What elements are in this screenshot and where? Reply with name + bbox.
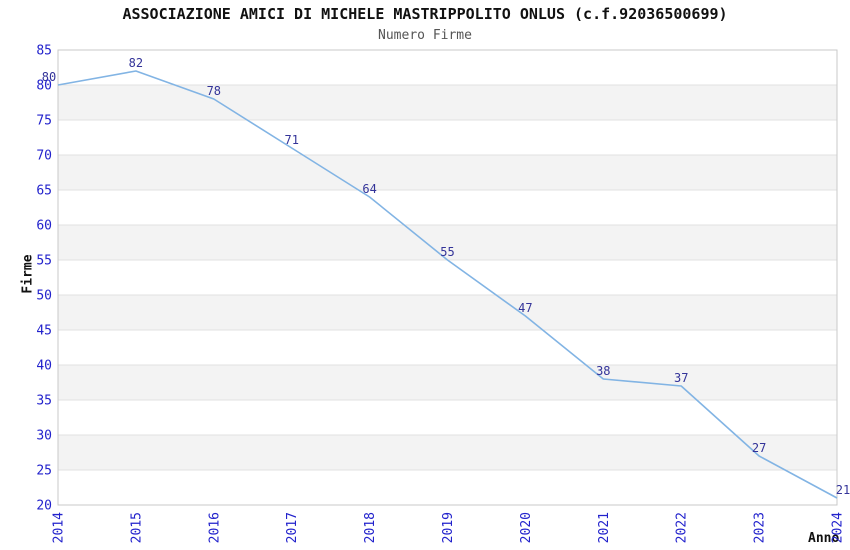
point-label: 80: [42, 70, 56, 84]
point-label: 47: [518, 301, 532, 315]
y-tick-label: 35: [36, 394, 52, 409]
y-tick-label: 40: [36, 359, 52, 374]
x-tick-label: 2014: [52, 512, 67, 543]
y-tick-label: 85: [36, 44, 52, 59]
y-tick-label: 80: [36, 79, 52, 94]
plot-band: [58, 365, 837, 400]
y-tick-label: 65: [36, 184, 52, 199]
y-tick-label: 70: [36, 149, 52, 164]
x-axis-label: Anno: [808, 531, 840, 546]
y-tick-label: 20: [36, 499, 52, 514]
x-tick-label: 2019: [441, 512, 456, 543]
point-label: 82: [129, 56, 143, 70]
point-label: 27: [752, 441, 766, 455]
plot-band: [58, 295, 837, 330]
y-tick-label: 60: [36, 219, 52, 234]
data-line: [57, 70, 838, 499]
point-label: 21: [836, 483, 850, 497]
x-tick-label: 2022: [675, 512, 690, 543]
y-tick-label: 75: [36, 114, 52, 129]
y-tick-label: 55: [36, 254, 52, 269]
chart-title: ASSOCIAZIONE AMICI DI MICHELE MASTRIPPOL…: [122, 5, 728, 23]
plot-border: [57, 49, 838, 506]
chart-subtitle: Numero Firme: [378, 28, 472, 43]
x-tick-label: 2017: [285, 512, 300, 543]
x-tick-label: 2024: [831, 512, 846, 543]
x-tick-label: 2023: [753, 512, 768, 543]
plot-band: [58, 85, 837, 120]
x-tick-label: 2020: [519, 512, 534, 543]
point-label: 64: [362, 182, 376, 196]
point-label: 55: [440, 245, 454, 259]
x-tick-label: 2021: [597, 512, 612, 543]
x-tick-label: 2016: [207, 512, 222, 543]
y-tick-label: 25: [36, 464, 52, 479]
plot-band: [58, 225, 837, 260]
plot-band: [58, 435, 837, 470]
point-label: 71: [284, 133, 298, 147]
x-tick-label: 2015: [129, 512, 144, 543]
point-label: 37: [674, 371, 688, 385]
plot-band: [58, 155, 837, 190]
point-label: 78: [207, 84, 221, 98]
y-tick-label: 45: [36, 324, 52, 339]
x-tick-label: 2018: [363, 512, 378, 543]
y-tick-label: 30: [36, 429, 52, 444]
y-tick-label: 50: [36, 289, 52, 304]
point-label: 38: [596, 364, 610, 378]
